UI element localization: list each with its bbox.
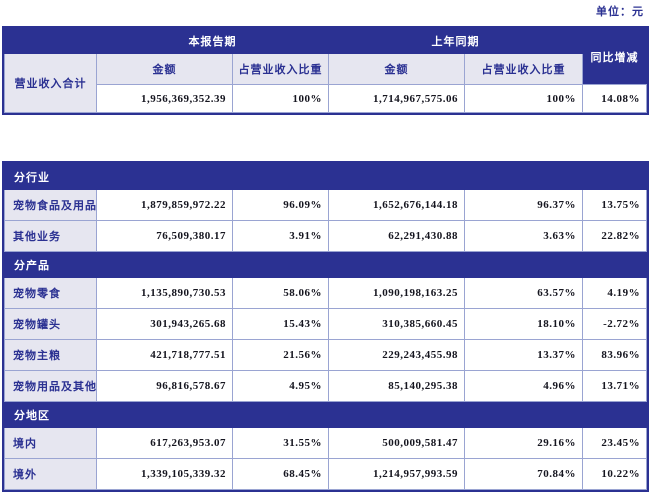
ratio-prior-cell: 4.96%	[464, 370, 583, 402]
amount-current-cell: 1,879,859,972.22	[96, 189, 233, 221]
ratio-prior-cell: 29.16%	[464, 427, 583, 459]
ratio-current-cell: 58.06%	[232, 277, 329, 309]
yoy-cell: -2.72%	[581, 308, 648, 340]
amount-current-cell: 96,816,578.67	[96, 370, 233, 402]
ratio-current-cell: 4.95%	[232, 370, 329, 402]
summary-table-wrapper: 本报告期 上年同期 同比增减 营业收入合计 金额 占营业收入比重 金额 占营业收…	[2, 26, 649, 115]
ratio-current-cell: 21.56%	[232, 339, 329, 371]
unit-label: 单位：元	[596, 6, 644, 18]
table-row: 境外 1,339,105,339.32 68.45% 1,214,957,993…	[4, 458, 648, 490]
subheader-ratio-current: 占营业收入比重	[232, 53, 329, 85]
row-label: 境外	[4, 458, 97, 490]
amount-prior-cell: 310,385,660.45	[328, 308, 465, 340]
table-row: 宠物零食 1,135,890,730.53 58.06% 1,090,198,1…	[4, 277, 648, 309]
row-label: 宠物食品及用品	[4, 189, 97, 221]
table-row: 其他业务 76,509,380.17 3.91% 62,291,430.88 3…	[4, 220, 648, 252]
section-header-industry: 分行业	[3, 163, 648, 190]
breakdown-table: 分行业 宠物食品及用品 1,879,859,972.22 96.09% 1,65…	[3, 163, 648, 492]
amount-current-cell: 1,135,890,730.53	[96, 277, 233, 309]
amount-prior-cell: 229,243,455.98	[328, 339, 465, 371]
yoy-cell: 13.71%	[581, 370, 648, 402]
current-period-header: 本报告期	[96, 28, 329, 54]
ratio-prior-cell: 70.84%	[464, 458, 583, 490]
row-label: 其他业务	[4, 220, 97, 252]
table-row: 宠物罐头 301,943,265.68 15.43% 310,385,660.4…	[4, 308, 648, 340]
ratio-current-cell: 96.09%	[232, 189, 329, 221]
amount-prior-cell: 1,652,676,144.18	[328, 189, 465, 221]
row-label: 宠物零食	[4, 277, 97, 309]
amount-prior-cell: 500,009,581.47	[328, 427, 465, 459]
summary-table: 本报告期 上年同期 同比增减 营业收入合计 金额 占营业收入比重 金额 占营业收…	[4, 28, 647, 113]
summary-row-label: 营业收入合计	[4, 53, 97, 113]
yoy-cell: 4.19%	[581, 277, 648, 309]
row-label: 境内	[4, 427, 97, 459]
yoy-cell: 13.75%	[581, 189, 648, 221]
summary-amount-prior: 1,714,967,575.06	[328, 84, 465, 113]
ratio-prior-cell: 63.57%	[464, 277, 583, 309]
amount-prior-cell: 1,214,957,993.59	[328, 458, 465, 490]
ratio-prior-cell: 13.37%	[464, 339, 583, 371]
ratio-current-cell: 3.91%	[232, 220, 329, 252]
table-row: 宠物用品及其他 96,816,578.67 4.95% 85,140,295.3…	[4, 370, 648, 402]
subheader-amount-prior: 金额	[328, 53, 465, 85]
subheader-ratio-prior: 占营业收入比重	[464, 53, 583, 85]
section-band-partial	[3, 489, 648, 492]
amount-current-cell: 301,943,265.68	[96, 308, 233, 340]
ratio-prior-cell: 3.63%	[464, 220, 583, 252]
ratio-prior-cell: 18.10%	[464, 308, 583, 340]
ratio-current-cell: 31.55%	[232, 427, 329, 459]
row-label: 宠物罐头	[4, 308, 97, 340]
summary-yoy: 14.08%	[582, 84, 647, 113]
section-header-product: 分产品	[3, 251, 648, 278]
amount-current-cell: 76,509,380.17	[96, 220, 233, 252]
amount-prior-cell: 62,291,430.88	[328, 220, 465, 252]
amount-current-cell: 617,263,953.07	[96, 427, 233, 459]
amount-prior-cell: 1,090,198,163.25	[328, 277, 465, 309]
ratio-current-cell: 15.43%	[232, 308, 329, 340]
yoy-cell: 83.96%	[581, 339, 648, 371]
yoy-cell: 22.82%	[581, 220, 648, 252]
summary-ratio-prior: 100%	[464, 84, 583, 113]
table-row: 宠物主粮 421,718,777.51 21.56% 229,243,455.9…	[4, 339, 648, 371]
row-label: 宠物主粮	[4, 339, 97, 371]
corner-cell	[4, 28, 97, 54]
section-header-region: 分地区	[3, 401, 648, 428]
subheader-amount-current: 金额	[96, 53, 233, 85]
row-label: 宠物用品及其他	[4, 370, 97, 402]
table-row: 境内 617,263,953.07 31.55% 500,009,581.47 …	[4, 427, 648, 459]
summary-ratio-current: 100%	[232, 84, 329, 113]
amount-prior-cell: 85,140,295.38	[328, 370, 465, 402]
table-row: 宠物食品及用品 1,879,859,972.22 96.09% 1,652,67…	[4, 189, 648, 221]
breakdown-table-wrapper: 分行业 宠物食品及用品 1,879,859,972.22 96.09% 1,65…	[2, 161, 650, 492]
amount-current-cell: 1,339,105,339.32	[96, 458, 233, 490]
yoy-cell: 23.45%	[581, 427, 648, 459]
prior-period-header: 上年同期	[328, 28, 583, 54]
ratio-current-cell: 68.45%	[232, 458, 329, 490]
yoy-cell: 10.22%	[581, 458, 648, 490]
summary-amount-current: 1,956,369,352.39	[96, 84, 233, 113]
ratio-prior-cell: 96.37%	[464, 189, 583, 221]
amount-current-cell: 421,718,777.51	[96, 339, 233, 371]
yoy-header: 同比增减	[582, 28, 647, 85]
